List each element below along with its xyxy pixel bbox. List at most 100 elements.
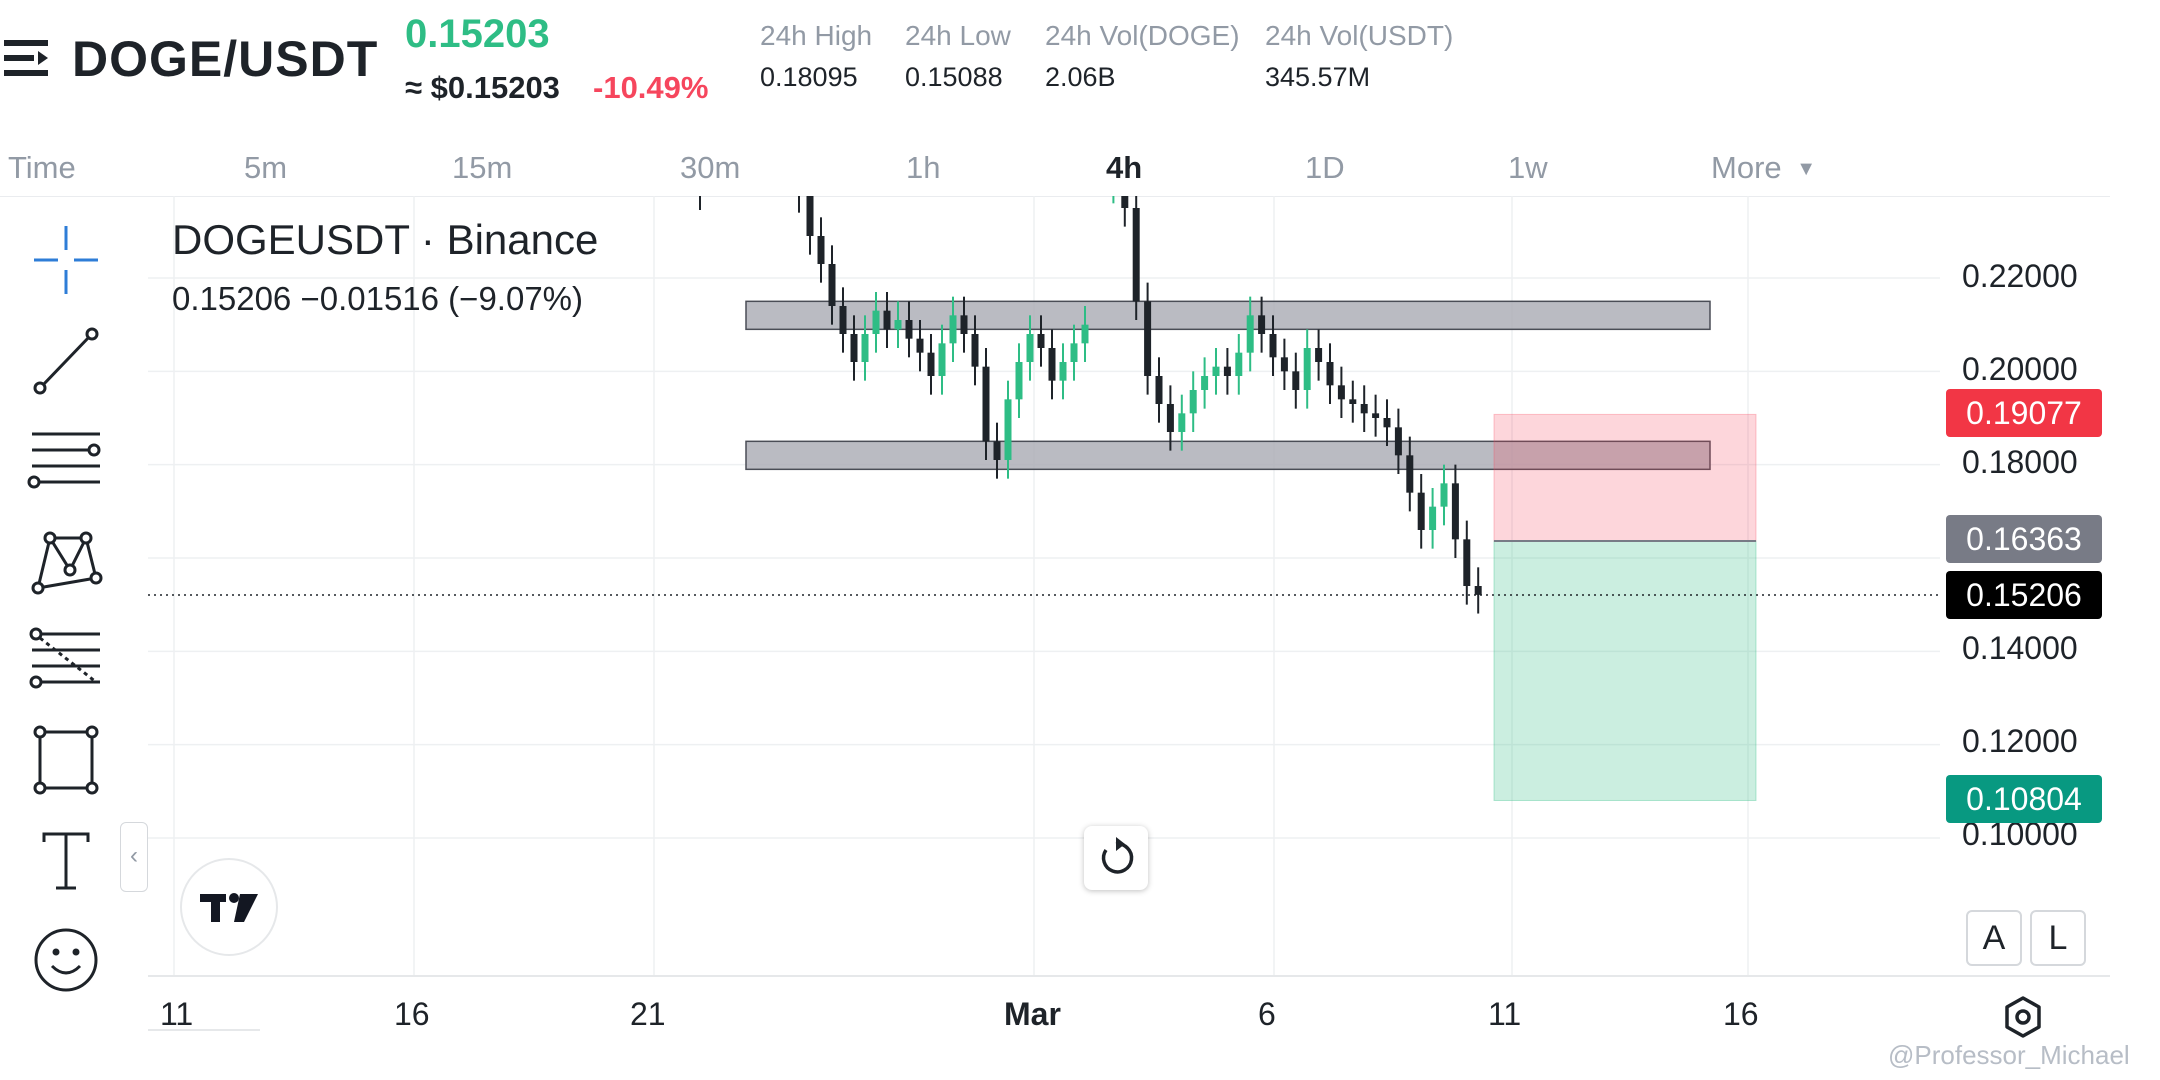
approx-usd-price: ≈ $0.15203 <box>405 70 560 105</box>
candle-body <box>1189 390 1197 414</box>
candle-body <box>1315 348 1323 362</box>
candle-body <box>1292 371 1300 390</box>
candle-body <box>993 441 1001 460</box>
take-profit-zone <box>1493 540 1757 801</box>
tab-1d[interactable]: 1D <box>1305 150 1345 185</box>
candle-body <box>1440 483 1448 507</box>
candle-body <box>905 320 913 339</box>
candle-body <box>1269 334 1277 358</box>
tab-5m[interactable]: 5m <box>244 150 288 185</box>
candle-body <box>1360 404 1368 414</box>
take-profit-price-tag: 0.10804 <box>1946 775 2102 823</box>
auto-scale-button[interactable]: A <box>1966 910 2022 966</box>
candle-body <box>806 196 814 236</box>
tradingview-logo[interactable] <box>180 858 278 956</box>
tab-time[interactable]: Time <box>8 150 76 185</box>
candle-body <box>1258 315 1266 334</box>
candle-body <box>1132 208 1140 302</box>
candle-body <box>971 334 979 367</box>
stat-value-24h-vol-doge: 2.06B <box>1045 62 1116 92</box>
tab-1h[interactable]: 1h <box>906 150 941 185</box>
candle-body <box>817 236 825 264</box>
text-icon[interactable] <box>20 820 112 900</box>
reset-chart-button[interactable] <box>1084 826 1148 890</box>
candle-body <box>850 334 858 362</box>
candle-body <box>1406 455 1414 493</box>
price-axis-label: 0.18000 <box>1962 444 2078 480</box>
stat-label-24h-low: 24h Low <box>905 20 1011 51</box>
tab-4h[interactable]: 4h <box>1106 150 1143 185</box>
tab-more-label: More <box>1711 150 1782 185</box>
horizontal-lines-icon[interactable] <box>20 420 112 500</box>
emoji-icon[interactable] <box>20 920 112 1000</box>
candle-body <box>839 306 847 334</box>
candle-body <box>872 310 880 334</box>
price-axis-label: 0.14000 <box>1962 630 2078 666</box>
crosshair-icon[interactable] <box>20 220 112 300</box>
candle-body <box>1474 586 1482 595</box>
candle-body <box>1394 427 1402 456</box>
rectangle-icon[interactable] <box>20 720 112 800</box>
price-axis-label: 0.20000 <box>1962 351 2078 387</box>
tab-1w[interactable]: 1w <box>1508 150 1548 185</box>
change-percent: -10.49% <box>593 70 709 105</box>
candle-body <box>1246 315 1254 353</box>
stop-loss-zone <box>1493 413 1757 542</box>
stat-value-24h-low: 0.15088 <box>905 62 1003 92</box>
candle-body <box>927 352 935 376</box>
candle-body <box>1144 301 1152 376</box>
candle-body <box>1417 492 1425 530</box>
candle-body <box>1326 362 1334 386</box>
candle-body <box>1349 399 1357 404</box>
candle-body <box>1463 539 1471 586</box>
candle-body <box>1372 413 1380 418</box>
trend-line-icon[interactable] <box>20 320 112 400</box>
candle-body <box>1429 506 1437 530</box>
candle-body <box>960 315 968 334</box>
stat-label-24h-vol-doge: 24h Vol(DOGE) <box>1045 20 1240 51</box>
date-axis-label: Mar <box>1004 996 1061 1032</box>
candle-body <box>916 338 924 353</box>
price-chart[interactable] <box>0 196 2110 1080</box>
candle-body <box>1223 366 1231 376</box>
candle-body <box>1201 376 1209 390</box>
candle-body <box>1166 404 1174 432</box>
candle-body <box>1026 334 1034 362</box>
pair-title[interactable]: DOGE/USDT <box>72 31 379 87</box>
tab-15m[interactable]: 15m <box>452 150 513 185</box>
price-axis-label: 0.12000 <box>1962 723 2078 759</box>
watermark: @Professor_Michael <box>1888 1040 2130 1070</box>
candle-body <box>1037 334 1045 348</box>
date-axis-label: 11 <box>1488 996 1522 1032</box>
tab-30m[interactable]: 30m <box>680 150 741 185</box>
timeframe-bar: Time 5m 15m 30m 1h 4h 1D 1w More ▼ <box>0 140 2110 197</box>
date-axis-label: 21 <box>630 996 666 1032</box>
tab-more[interactable]: More ▼ <box>1711 140 1816 196</box>
toolbar-collapse-button[interactable]: ‹ <box>120 822 148 892</box>
candle-body <box>1303 348 1311 390</box>
date-axis-label: 16 <box>1723 996 1759 1032</box>
candle-body <box>1155 376 1163 404</box>
entry-price-tag: 0.16363 <box>1946 515 2102 563</box>
candle-body <box>1280 357 1288 372</box>
zone-support <box>745 440 1711 471</box>
candle-body <box>1383 418 1391 428</box>
drawing-toolbar <box>0 200 140 1020</box>
candle-body <box>938 343 946 376</box>
menu-icon[interactable] <box>4 36 52 80</box>
candle-body <box>1178 413 1186 432</box>
fibonacci-icon[interactable] <box>20 620 112 700</box>
pattern-icon[interactable] <box>20 520 112 600</box>
candle-body <box>1004 399 1012 460</box>
candle-body <box>1015 362 1023 400</box>
settings-icon[interactable] <box>1998 992 2048 1042</box>
date-axis-label: 16 <box>394 996 430 1032</box>
candle-body <box>1337 385 1345 400</box>
log-scale-button[interactable]: L <box>2030 910 2086 966</box>
stat-label-24h-vol-usdt: 24h Vol(USDT) <box>1265 20 1454 51</box>
candle-body <box>1059 362 1067 381</box>
caret-down-icon: ▼ <box>1796 158 1817 180</box>
stat-label-24h-high: 24h High <box>760 20 873 51</box>
candle-body <box>982 366 990 442</box>
legend-symbol-title: DOGEUSDT · Binance <box>172 216 599 263</box>
